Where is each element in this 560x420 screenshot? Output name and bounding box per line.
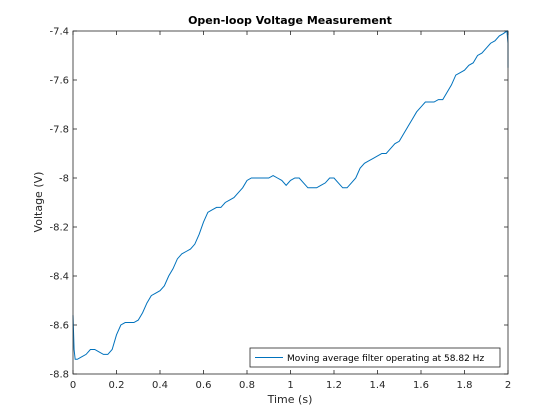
chart-title: Open-loop Voltage Measurement bbox=[188, 14, 392, 27]
x-axis: 0 0.2 0.4 0.6 0.8 1 1.2 1.4 1.6 1.8 2 bbox=[70, 31, 511, 391]
plot-area bbox=[73, 31, 508, 374]
x-tick-label: 1.8 bbox=[457, 380, 473, 391]
x-tick-label: 0.8 bbox=[239, 380, 255, 391]
legend: Moving average filter operating at 58.82… bbox=[249, 347, 501, 368]
y-tick-label: -8.2 bbox=[49, 223, 69, 234]
legend-box bbox=[249, 347, 501, 368]
x-tick-label: 1.4 bbox=[370, 380, 386, 391]
y-tick-label: -7.6 bbox=[49, 76, 69, 87]
y-tick-label: -7.8 bbox=[49, 125, 69, 136]
y-axis: -8.8 -8.6 -8.4 -8.2 -8 -7.8 -7.6 -7.4 bbox=[49, 27, 508, 381]
x-axis-label: Time (s) bbox=[267, 393, 313, 406]
y-axis-label: Voltage (V) bbox=[32, 172, 45, 233]
x-tick-label: 2 bbox=[505, 380, 511, 391]
x-tick-label: 1.2 bbox=[326, 380, 342, 391]
x-tick-label: 0.4 bbox=[152, 380, 168, 391]
y-tick-label: -8.8 bbox=[49, 370, 69, 381]
plot-frame bbox=[72, 30, 509, 375]
x-tick-label: 1.6 bbox=[413, 380, 429, 391]
legend-label: Moving average filter operating at 58.82… bbox=[287, 354, 484, 364]
y-tick-label: -8.6 bbox=[49, 321, 69, 332]
x-tick-label: 0 bbox=[70, 380, 76, 391]
x-tick-label: 0.2 bbox=[109, 380, 125, 391]
series-line-0 bbox=[72, 30, 509, 360]
x-tick-label: 1 bbox=[287, 380, 293, 391]
y-tick-label: -7.4 bbox=[49, 27, 69, 38]
x-tick-label: 0.6 bbox=[196, 380, 212, 391]
y-tick-label: -8.4 bbox=[49, 272, 69, 283]
y-tick-label: -8 bbox=[59, 174, 69, 185]
